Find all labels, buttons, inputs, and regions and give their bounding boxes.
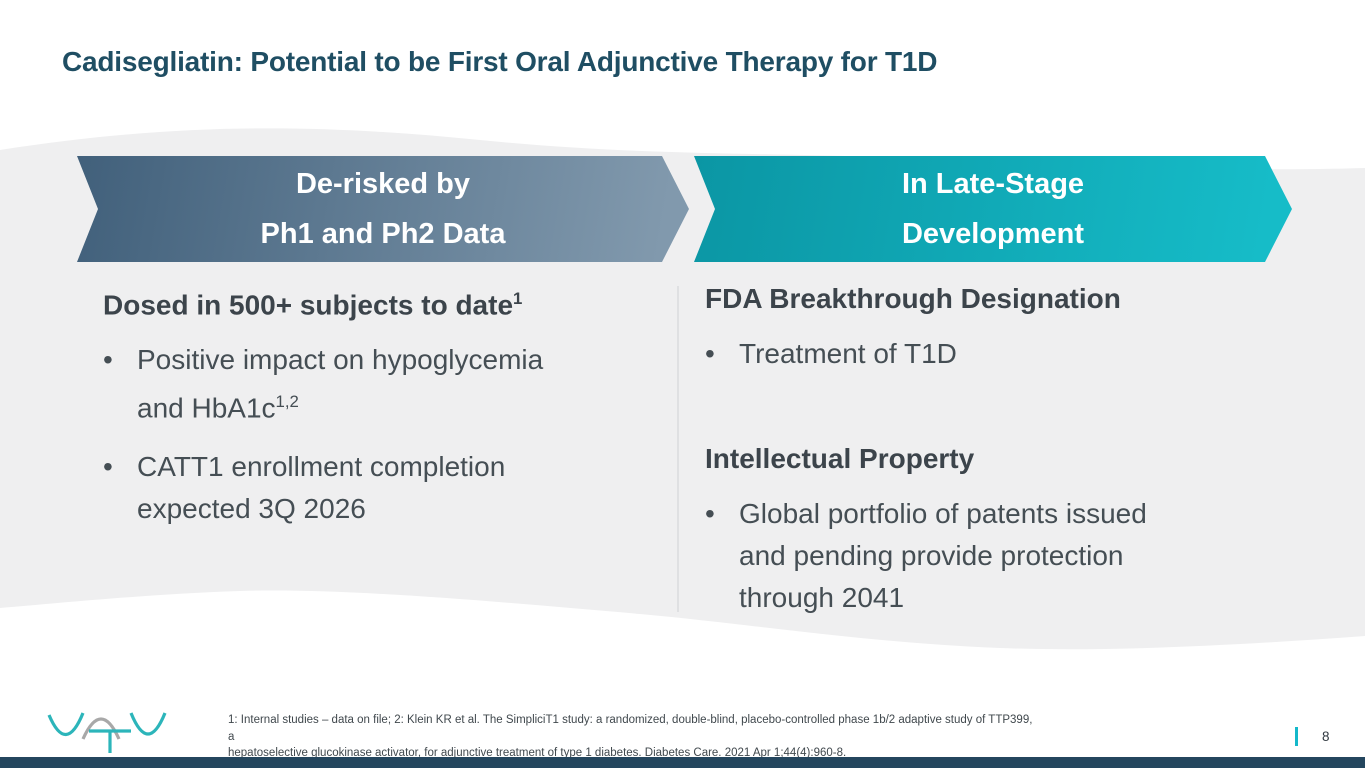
bullet-marker: •	[103, 450, 113, 482]
left-column: Dosed in 500+ subjects to date1 • Positi…	[103, 281, 665, 546]
bullet-text: CATT1 enrollment completion expected 3Q …	[137, 446, 665, 530]
banner-derisked: De-risked by Ph1 and Ph2 Data	[77, 156, 689, 262]
list-item: • Treatment of T1D	[705, 333, 1275, 375]
list-item: • Global portfolio of patents issued and…	[705, 493, 1275, 619]
bullet-marker: •	[705, 498, 715, 529]
right-column: FDA Breakthrough Designation • Treatment…	[705, 281, 1275, 635]
bullet-text: Treatment of T1D	[739, 333, 1275, 375]
column-divider	[677, 286, 679, 612]
bullet-superscript: 1,2	[275, 392, 299, 412]
list-item: • CATT1 enrollment completion expected 3…	[103, 446, 665, 530]
banner-derisked-line2: Ph1 and Ph2 Data	[260, 218, 506, 250]
bullet-text: Global portfolio of patents issued and p…	[739, 493, 1275, 619]
bullet-marker: •	[705, 338, 715, 369]
bullet-text: Positive impact on hypoglycemia and HbA1…	[137, 339, 665, 429]
footnote-line1: 1: Internal studies – data on file; 2: K…	[228, 714, 1033, 743]
bullet-line: Treatment of T1D	[739, 338, 957, 369]
bullet-line: expected 3Q 2026	[137, 492, 366, 524]
bullet-line: CATT1 enrollment completion	[137, 450, 506, 482]
bullet-line: Positive impact on hypoglycemia	[137, 344, 544, 376]
bullet-marker: •	[103, 344, 113, 376]
list-item: • Positive impact on hypoglycemia and Hb…	[103, 339, 665, 429]
left-heading-text: Dosed in 500+ subjects to date	[103, 289, 514, 321]
bullet-line: and HbA1c1,2	[137, 381, 665, 429]
page-title: Cadisegliatin: Potential to be First Ora…	[62, 46, 938, 77]
right-column-heading-ip: Intellectual Property	[705, 443, 975, 474]
bullet-line: and pending provide protection	[739, 540, 1124, 571]
page-number-accent-bar	[1295, 727, 1298, 746]
bullet-line: Global portfolio of patents issued	[739, 498, 1147, 529]
vtv-logo	[47, 712, 167, 753]
banner-late-stage: In Late-Stage Development	[694, 156, 1292, 262]
footer-bar	[0, 757, 1365, 768]
banner-derisked-line1: De-risked by	[295, 168, 471, 200]
left-column-heading: Dosed in 500+ subjects to date1	[103, 281, 665, 323]
right-column-heading-fda: FDA Breakthrough Designation	[705, 283, 1121, 314]
banner-late-stage-line2: Development	[901, 218, 1085, 250]
banner-late-stage-line1: In Late-Stage	[901, 168, 1085, 200]
bullet-line-text: and HbA1c	[137, 392, 276, 424]
page-number: 8	[1322, 729, 1330, 744]
left-heading-superscript: 1	[513, 289, 523, 308]
footnote-line2: hepatoselective glucokinase activator, f…	[228, 747, 847, 759]
bullet-line: through 2041	[739, 582, 905, 613]
footnote: 1: Internal studies – data on file; 2: K…	[228, 712, 1038, 762]
